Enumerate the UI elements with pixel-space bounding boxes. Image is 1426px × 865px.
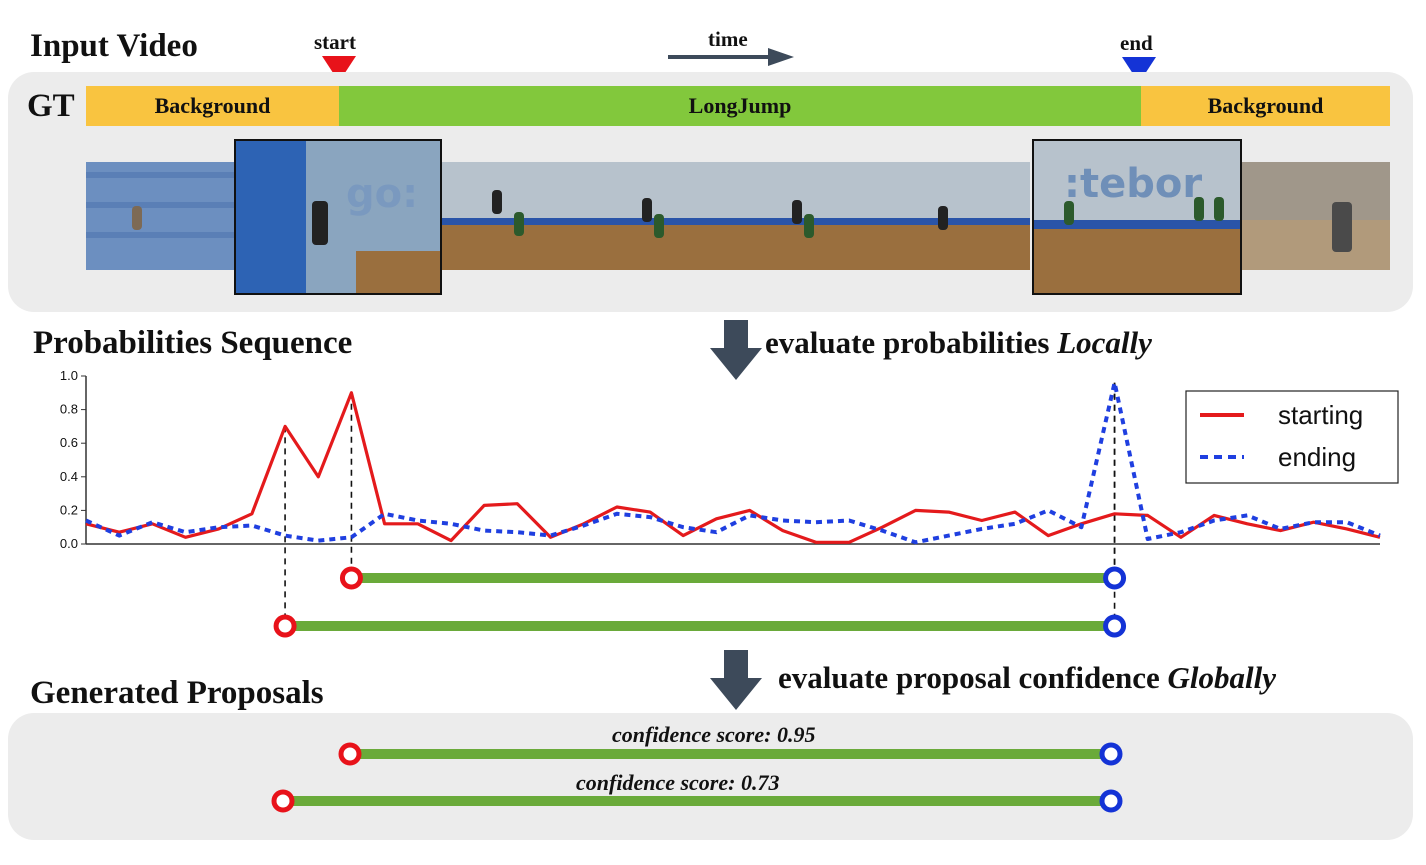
start-marker-icon	[322, 56, 356, 82]
y-tick-label: 1.0	[60, 368, 78, 383]
global-step-emphasis: Globally	[1167, 660, 1277, 695]
down-arrow-icon	[710, 320, 762, 380]
video-frame-8	[1242, 162, 1390, 270]
input-video-title: Input Video	[30, 28, 198, 64]
time-arrow-icon	[668, 48, 794, 66]
local-step-emphasis: Locally	[1057, 325, 1152, 360]
gt-label: GT	[27, 88, 75, 124]
legend-label-ending: ending	[1278, 442, 1356, 472]
video-frame-2: go:	[234, 139, 442, 295]
candidate-start-marker	[339, 566, 363, 590]
local-step-label: evaluate probabilities Locally	[765, 325, 1152, 360]
end-marker-icon	[1122, 57, 1156, 83]
start-label: start	[314, 30, 356, 54]
y-tick-label: 0.2	[60, 502, 78, 517]
end-label: end	[1120, 31, 1153, 55]
legend-box	[1185, 390, 1399, 484]
video-frame-6	[882, 162, 1030, 270]
y-tick-label: 0.4	[60, 469, 78, 484]
time-label: time	[708, 27, 748, 51]
probability-chart: 0.0 0.2 0.4 0.6 0.8 1.0 starting ending	[60, 368, 1399, 638]
candidate-end-marker	[1103, 566, 1127, 590]
proposal-2-end-marker	[1099, 789, 1123, 813]
y-tick-label: 0.6	[60, 435, 78, 450]
y-tick-label: 0.8	[60, 402, 78, 417]
proposals-panel	[8, 713, 1413, 840]
proposal-2-start-marker	[271, 789, 295, 813]
proposals-title: Generated Proposals	[30, 675, 324, 711]
probabilities-title: Probabilities Sequence	[33, 325, 353, 361]
legend-label-starting: starting	[1278, 400, 1363, 430]
video-frame-7: :tebor	[1032, 139, 1242, 295]
proposals-graphic	[271, 742, 1123, 813]
down-arrow-global-icon	[710, 650, 762, 710]
proposal-2-confidence: confidence score: 0.73	[576, 770, 780, 795]
gt-segment-action: LongJump	[339, 86, 1141, 126]
video-frame-5	[734, 162, 882, 270]
video-frame-1	[86, 162, 234, 270]
y-tick-label: 0.0	[60, 536, 78, 551]
video-frame-3	[442, 162, 588, 270]
series-line-starting	[85, 391, 1381, 544]
gt-segment-background-start: Background	[86, 86, 339, 126]
series-line-ending	[85, 380, 1381, 545]
candidate-start-marker	[273, 614, 297, 638]
candidate-end-marker	[1103, 614, 1127, 638]
proposal-1-end-marker	[1099, 742, 1123, 766]
video-frame-4	[588, 162, 734, 270]
gt-segment-background-end: Background	[1141, 86, 1390, 126]
proposal-1-start-marker	[338, 742, 362, 766]
proposal-1-confidence: confidence score: 0.95	[612, 722, 816, 747]
global-step-label: evaluate proposal confidence Globally	[778, 660, 1277, 695]
